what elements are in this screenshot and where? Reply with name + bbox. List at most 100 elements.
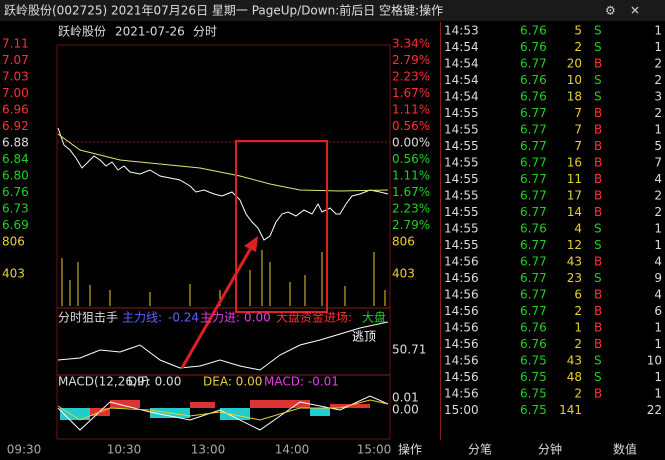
- tick-side: B: [594, 189, 602, 203]
- tick-count: 3: [654, 90, 662, 104]
- tick-time: 14:54: [444, 73, 479, 87]
- tick-volume: 5: [574, 24, 582, 38]
- indicator-text: 主力线:: [122, 311, 162, 325]
- tick-price: 6.76: [520, 321, 547, 335]
- percent-label: 2.79%: [392, 218, 430, 232]
- tick-time: 14:56: [444, 321, 479, 335]
- avg-line: [57, 133, 389, 192]
- percent-label: 2.79%: [392, 53, 430, 67]
- tick-volume: 43: [567, 255, 582, 269]
- percent-label: 2.23%: [392, 70, 430, 84]
- tick-side: B: [594, 57, 602, 71]
- tab[interactable]: 操作: [398, 442, 422, 457]
- price-label: 6.80: [2, 169, 29, 183]
- chart-date: 2021-07-26: [115, 25, 185, 39]
- macd-level: 0.01: [392, 391, 419, 405]
- tick-price: 6.75: [520, 370, 547, 384]
- tick-count: 4: [654, 288, 662, 302]
- tick-price: 6.77: [520, 288, 547, 302]
- price-label: 7.03: [2, 70, 29, 84]
- percent-label: 0.56%: [392, 119, 430, 133]
- tick-volume: 12: [567, 238, 582, 252]
- title-bar: [0, 0, 665, 21]
- tick-price: 6.77: [520, 106, 547, 120]
- tick-count: 4: [654, 172, 662, 186]
- time-label: 13:00: [191, 443, 226, 457]
- tick-count: 4: [654, 255, 662, 269]
- indicator-line: [57, 321, 389, 371]
- macd-text: DEA: 0.00: [203, 375, 262, 389]
- tick-count: 1: [654, 321, 662, 335]
- tick-time: 14:55: [444, 222, 479, 236]
- tab[interactable]: 数值: [613, 442, 637, 457]
- tick-time: 14:56: [444, 387, 479, 401]
- tick-price: 6.77: [520, 189, 547, 203]
- tick-time: 14:55: [444, 172, 479, 186]
- tick-side: B: [594, 123, 602, 137]
- tick-count: 22: [647, 403, 662, 417]
- tick-price: 6.77: [520, 57, 547, 71]
- highlight-box: [235, 140, 328, 313]
- percent-label: 1.11%: [392, 103, 430, 117]
- price-label: 6.73: [2, 202, 29, 216]
- indicator-text: 0.00: [244, 311, 271, 325]
- tick-price: 6.77: [520, 271, 547, 285]
- percent-label: 1.11%: [392, 169, 430, 183]
- macd-bars: [60, 400, 370, 420]
- indicator-text: 大盘资金进场:: [276, 310, 352, 325]
- percent-label: 0.56%: [392, 152, 430, 166]
- tick-time: 14:55: [444, 238, 479, 252]
- dea-line: [57, 399, 389, 421]
- tick-price: 6.77: [520, 139, 547, 153]
- tick-time: 14:55: [444, 189, 479, 203]
- tick-volume: 43: [567, 354, 582, 368]
- tick-volume: 4: [574, 222, 582, 236]
- tick-count: 2: [654, 205, 662, 219]
- arrow-shaft: [180, 245, 254, 369]
- tick-price: 6.76: [520, 73, 547, 87]
- price-label: 7.11: [2, 37, 29, 51]
- tick-count: 2: [654, 106, 662, 120]
- price-label: 6.69: [2, 218, 29, 232]
- tick-count: 9: [654, 271, 662, 285]
- close-icon[interactable]: ✕: [630, 4, 640, 18]
- tick-side: B: [594, 387, 602, 401]
- tick-count: 1: [654, 387, 662, 401]
- time-label: 10:30: [107, 443, 142, 457]
- macd-text: MACD(12,26,9): [58, 375, 149, 389]
- arrow-head: [244, 236, 258, 252]
- indicator-text: -0.24: [168, 311, 199, 325]
- tab[interactable]: 分笔: [468, 442, 492, 457]
- tick-count: 1: [654, 238, 662, 252]
- tick-time: 14:54: [444, 40, 479, 54]
- tick-volume: 17: [567, 189, 582, 203]
- tab[interactable]: 分钟: [538, 442, 562, 457]
- tick-time: 14:54: [444, 57, 479, 71]
- indicator-text: 大盘: [362, 310, 386, 325]
- tick-price: 6.76: [520, 24, 547, 38]
- window-title: 跃岭股份(002725) 2021年07月26日 星期一 PageUp/Down…: [4, 3, 443, 18]
- tick-time: 14:54: [444, 90, 479, 104]
- tick-price: 6.75: [520, 354, 547, 368]
- percent-label: 1.67%: [392, 185, 430, 199]
- tick-volume: 7: [574, 139, 582, 153]
- settings-icon[interactable]: ⚙: [605, 4, 616, 18]
- tick-price: 6.77: [520, 123, 547, 137]
- tick-volume: 10: [567, 73, 582, 87]
- tick-count: 1: [654, 337, 662, 351]
- tick-time: 14:55: [444, 123, 479, 137]
- volume-label: 806: [2, 235, 25, 249]
- divider: [440, 22, 441, 440]
- tick-count: 2: [654, 73, 662, 87]
- tick-side: B: [594, 337, 602, 351]
- tick-count: 2: [654, 57, 662, 71]
- percent-label: 1.67%: [392, 86, 430, 100]
- tick-price: 6.77: [520, 205, 547, 219]
- tick-count: 1: [654, 370, 662, 384]
- percent-label: 3.34%: [392, 37, 430, 51]
- tick-price: 6.76: [520, 222, 547, 236]
- tick-time: 14:56: [444, 354, 479, 368]
- tick-price: 6.77: [520, 172, 547, 186]
- tick-side: B: [594, 255, 602, 269]
